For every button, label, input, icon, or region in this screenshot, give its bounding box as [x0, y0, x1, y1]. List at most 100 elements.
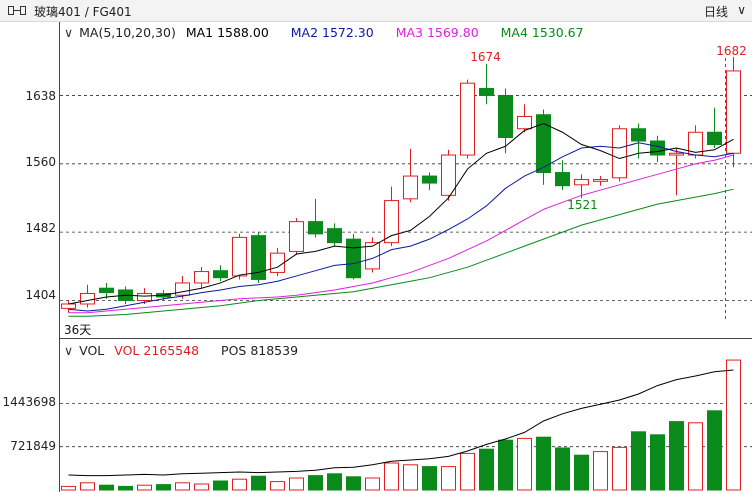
chart-window-icon: [8, 6, 26, 15]
volume-bar[interactable]: [612, 446, 627, 491]
price-legend: ∨ MA(5,10,20,30) MA1 1588.00 MA2 1572.30…: [64, 25, 590, 40]
instrument-title: 玻璃401 / FG401: [34, 5, 132, 19]
candle-body[interactable]: [460, 82, 475, 156]
candle-body[interactable]: [308, 221, 323, 235]
volume-bar[interactable]: [99, 484, 114, 491]
candle-body[interactable]: [346, 238, 361, 279]
candle-body[interactable]: [99, 287, 114, 294]
volume-bar[interactable]: [327, 473, 342, 491]
candle-body[interactable]: [498, 94, 513, 139]
volume-bar[interactable]: [555, 447, 570, 491]
volume-bar[interactable]: [270, 481, 285, 491]
volume-legend: ∨ VOL VOL 2165548 POS 818539: [64, 343, 304, 358]
ma1-value: MA1 1588.00: [185, 25, 269, 40]
candle-body[interactable]: [536, 114, 551, 174]
volume-tick-1443698: 1443698: [2, 395, 56, 409]
volume-bar[interactable]: [479, 448, 494, 491]
candle-body[interactable]: [213, 270, 228, 279]
volume-bar[interactable]: [574, 454, 589, 491]
chevron-down-icon[interactable]: ∨: [737, 3, 746, 17]
pos-line: [68, 369, 734, 477]
candle-body[interactable]: [232, 236, 247, 277]
candle-body[interactable]: [669, 152, 684, 156]
candle-body[interactable]: [707, 131, 722, 146]
candle-body[interactable]: [517, 115, 532, 130]
ma3-value: MA3 1569.80: [395, 25, 479, 40]
volume-bar[interactable]: [403, 464, 418, 491]
volume-bar[interactable]: [498, 439, 513, 491]
candle-body[interactable]: [80, 292, 95, 305]
candle-body[interactable]: [137, 292, 152, 301]
volume-tick-721849: 721849: [10, 439, 56, 453]
candle-body[interactable]: [612, 128, 627, 179]
candle-body[interactable]: [175, 282, 190, 296]
candle-body[interactable]: [270, 252, 285, 273]
ma-label: MA(5,10,20,30): [79, 25, 176, 40]
candle-body[interactable]: [327, 228, 342, 244]
ma1-line: [68, 122, 734, 305]
volume-bar[interactable]: [346, 476, 361, 491]
legend-chevron-icon[interactable]: ∨: [64, 25, 74, 40]
candle-body[interactable]: [555, 172, 570, 187]
volume-bar[interactable]: [650, 434, 665, 491]
volume-bar[interactable]: [726, 359, 741, 491]
candle-body[interactable]: [384, 200, 399, 244]
volume-bar[interactable]: [289, 477, 304, 491]
volume-bar[interactable]: [384, 462, 399, 491]
candle-body[interactable]: [61, 303, 76, 309]
candle-body[interactable]: [365, 242, 380, 270]
ma3-line: [68, 154, 734, 314]
ma2-line: [68, 142, 734, 312]
candle-body[interactable]: [593, 179, 608, 182]
vol-value: VOL 2165548: [114, 343, 200, 358]
high-label-1674: 1674: [470, 50, 501, 64]
volume-bar[interactable]: [232, 478, 247, 491]
volume-bar[interactable]: [194, 483, 209, 491]
price-tick-1638: 1638: [25, 89, 56, 103]
candle-body[interactable]: [289, 221, 304, 252]
price-tick-1560: 1560: [25, 155, 56, 169]
pane-divider[interactable]: [60, 338, 752, 339]
volume-bar[interactable]: [175, 482, 190, 491]
volume-bar[interactable]: [118, 485, 133, 491]
volume-bar[interactable]: [441, 466, 456, 491]
volume-bar[interactable]: [460, 452, 475, 491]
candle-body[interactable]: [574, 179, 589, 186]
ma4-line: [68, 188, 734, 317]
candle-body[interactable]: [403, 175, 418, 200]
candle-body[interactable]: [631, 128, 646, 142]
price-axis: [0, 22, 60, 492]
volume-bar[interactable]: [213, 480, 228, 491]
volume-bar[interactable]: [688, 422, 703, 491]
volume-bar[interactable]: [251, 475, 266, 491]
volume-bar[interactable]: [61, 485, 76, 491]
vol-label: VOL: [79, 343, 105, 358]
volume-bar[interactable]: [156, 484, 171, 491]
low-label-1521: 1521: [567, 198, 598, 212]
volume-bar[interactable]: [365, 477, 380, 491]
ma2-value: MA2 1572.30: [290, 25, 374, 40]
price-tick-1482: 1482: [25, 221, 56, 235]
candle-body[interactable]: [726, 70, 741, 154]
volume-bar[interactable]: [137, 484, 152, 491]
volume-bar[interactable]: [631, 431, 646, 491]
volume-bar[interactable]: [308, 475, 323, 491]
days-count-label: 36天: [64, 323, 91, 337]
volume-bar[interactable]: [517, 437, 532, 491]
volume-bar[interactable]: [536, 436, 551, 491]
candle-body[interactable]: [441, 154, 456, 196]
candle-body[interactable]: [194, 271, 209, 284]
volume-bar[interactable]: [707, 410, 722, 491]
candle-body[interactable]: [479, 87, 494, 96]
high-label-1682: 1682: [716, 44, 747, 58]
candle-body[interactable]: [251, 235, 266, 280]
volume-bar[interactable]: [593, 451, 608, 491]
ma4-value: MA4 1530.67: [500, 25, 584, 40]
volume-bar[interactable]: [422, 466, 437, 491]
volume-bar[interactable]: [80, 482, 95, 491]
period-selector[interactable]: 日线: [703, 5, 728, 19]
volume-bar[interactable]: [669, 421, 684, 491]
vol-chevron-icon[interactable]: ∨: [64, 343, 74, 358]
candle-body[interactable]: [422, 175, 437, 184]
